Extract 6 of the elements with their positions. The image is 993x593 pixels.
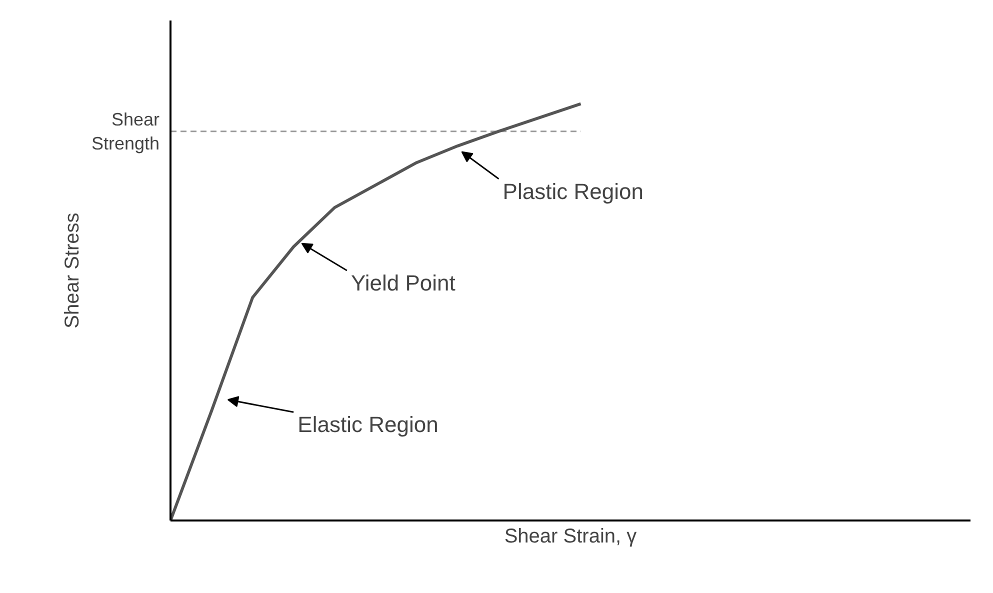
- x-axis-title: Shear Strain, γ: [504, 526, 637, 548]
- annotation: Elastic Region: [298, 412, 438, 438]
- annotation: Plastic Region: [502, 178, 644, 204]
- ref-line-label: Shear Strength: [91, 109, 160, 154]
- annotation: Yield Point: [351, 270, 456, 296]
- y-axis-title: Shear Stress: [61, 212, 84, 328]
